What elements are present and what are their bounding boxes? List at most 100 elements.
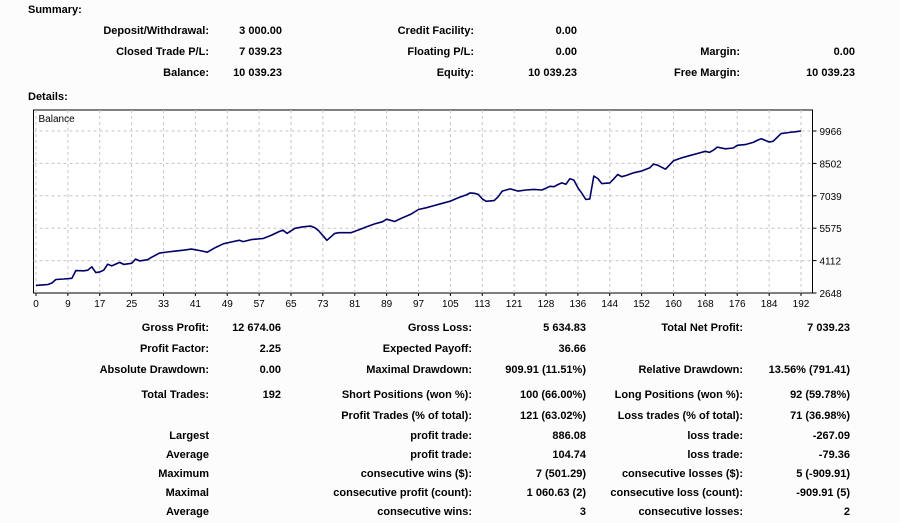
stat-label: Total Trades:	[141, 388, 209, 401]
stat-label: consecutive wins:	[377, 505, 472, 518]
y-tick-label: 7039	[820, 192, 843, 203]
stat-label: Maximum	[158, 467, 209, 480]
stat-label: consecutive losses ($):	[621, 467, 743, 480]
summary-table: Deposit/Withdrawal: 3 000.00 Credit Facili…	[0, 20, 900, 83]
stat-value: 886.08	[552, 429, 586, 442]
stat-label: Absolute Drawdown:	[99, 363, 209, 376]
stat-value: 0.00	[259, 363, 281, 376]
stat-value: 192	[262, 388, 281, 401]
stat-label: Floating P/L:	[407, 45, 474, 58]
x-tick-label: 25	[126, 299, 138, 310]
stat-value: 5 (-909.91)	[796, 467, 850, 480]
stat-label: consecutive loss (count):	[610, 486, 743, 499]
balance-chart-svg: 0 9 17 25 33 41 49 57 65 73 81 89 97 105 113 121 128 136 1…	[33, 109, 843, 310]
stat-value: 3 000.00	[239, 24, 282, 37]
stat-value: 7 039.23	[807, 321, 850, 334]
y-tick-label: 4112	[820, 257, 842, 268]
y-tick-label: 8502	[820, 159, 843, 170]
x-tick-label: 113	[474, 299, 490, 310]
stat-label: consecutive wins ($):	[360, 467, 472, 480]
stat-row: Maximal consecutive profit (count): 1 060.…	[0, 483, 900, 502]
stat-label: Average	[165, 448, 209, 461]
x-tick-label: 89	[381, 299, 393, 310]
x-tick-label: 9	[65, 299, 71, 310]
stat-label: Deposit/Withdrawal:	[103, 24, 209, 37]
y-tick-label: 9966	[820, 127, 843, 138]
x-tick-label: 136	[570, 299, 587, 310]
stat-label: Maximal	[165, 486, 209, 499]
x-tick-label: 121	[506, 299, 523, 310]
x-tick-label: 33	[158, 299, 170, 310]
x-tick-label: 0	[33, 299, 39, 310]
stat-value: 0.00	[555, 24, 577, 37]
balance-chart: 0 9 17 25 33 41 49 57 65 73 81 89 97 105 113 121 128 136 1…	[0, 95, 900, 310]
stat-row: Balance: 10 039.23 Equity: 10 039.23 Free Ma…	[0, 62, 900, 83]
x-tick-label: 192	[793, 299, 810, 310]
stat-value: 2	[843, 505, 850, 518]
stat-value: 10 039.23	[528, 66, 577, 79]
stat-label: Average	[165, 505, 209, 518]
x-tick-label: 128	[538, 299, 555, 310]
balance-line	[35, 130, 802, 287]
stat-value: 104.74	[552, 448, 586, 461]
stat-value: 1 060.63 (2)	[526, 486, 586, 499]
stat-value: 7 (501.29)	[535, 467, 586, 480]
stat-row: Largest profit trade: 886.08 loss trade: -26…	[0, 426, 900, 445]
x-tick-label: 49	[222, 299, 234, 310]
stat-label: Maximal Drawdown:	[366, 363, 472, 376]
stat-value: 121 (63.02%)	[519, 409, 586, 422]
stat-value: 71 (36.98%)	[790, 409, 850, 422]
stat-value: 36.66	[558, 342, 586, 355]
x-tick-label: 57	[254, 299, 266, 310]
stat-label: Long Positions (won %):	[614, 388, 743, 401]
stat-label: Credit Facility:	[397, 24, 474, 37]
chart-series-label: Balance	[39, 114, 76, 125]
stat-label: Profit Trades (% of total):	[341, 409, 472, 422]
stat-label: Total Net Profit:	[661, 321, 743, 334]
stat-label: profit trade:	[410, 448, 472, 461]
stat-label: Profit Factor:	[139, 342, 209, 355]
x-tick-label: 65	[285, 299, 297, 310]
stat-label: loss trade:	[687, 429, 743, 442]
x-tick-label: 168	[697, 299, 714, 310]
x-tick-label: 184	[761, 299, 778, 310]
details-table-trades: Total Trades: 192 Short Positions (won %):…	[0, 384, 900, 426]
x-tick-label: 73	[317, 299, 329, 310]
stat-row: Average profit trade: 104.74 loss trade: -79…	[0, 445, 900, 464]
stat-row: Gross Profit: 12 674.06 Gross Loss: 5 634.8…	[0, 317, 900, 338]
x-tick-label: 97	[413, 299, 425, 310]
stat-row: Absolute Drawdown: 0.00 Maximal Drawdown: 9…	[0, 359, 900, 380]
x-tick-label: 160	[665, 299, 682, 310]
stat-value: 0.00	[555, 45, 577, 58]
stat-row: Maximum consecutive wins ($): 7 (501.29) co…	[0, 464, 900, 483]
x-tick-label: 152	[633, 299, 650, 310]
x-tick-label: 17	[94, 299, 106, 310]
stat-value: 2.25	[259, 342, 281, 355]
stat-value: 13.56% (791.41)	[768, 363, 850, 376]
stat-value: 100 (66.00%)	[519, 388, 586, 401]
x-tick-label: 41	[190, 299, 202, 310]
summary-heading: Summary:	[28, 4, 82, 16]
stat-value: 12 674.06	[232, 321, 281, 334]
x-tick-label: 105	[442, 299, 459, 310]
stat-row: Profit Trades (% of total): 121 (63.02%) L…	[0, 405, 900, 426]
stat-value: -79.36	[818, 448, 850, 461]
stat-row: Profit Factor: 2.25 Expected Payoff: 36.66	[0, 338, 900, 359]
details-table-profit: Gross Profit: 12 674.06 Gross Loss: 5 634.8…	[0, 317, 900, 380]
stat-row: Closed Trade P/L: 7 039.23 Floating P/L: 0.…	[0, 41, 900, 62]
stat-label: loss trade:	[687, 448, 743, 461]
stat-label: Short Positions (won %):	[341, 388, 472, 401]
x-tick-label: 176	[729, 299, 746, 310]
y-tick-label: 5575	[820, 224, 843, 235]
stat-label: Relative Drawdown:	[638, 363, 743, 376]
stat-value: 0.00	[833, 45, 855, 58]
stat-label: Expected Payoff:	[382, 342, 472, 355]
stat-label: consecutive profit (count):	[333, 486, 472, 499]
stat-value: -909.91 (5)	[796, 486, 850, 499]
stat-label: Largest	[169, 429, 209, 442]
stat-row: Average consecutive wins: 3 consecutive los…	[0, 502, 900, 521]
details-table-extremes: Largest profit trade: 886.08 loss trade: -26…	[0, 426, 900, 521]
stat-value: 92 (59.78%)	[790, 388, 850, 401]
stat-value: 10 039.23	[806, 66, 855, 79]
stat-label: Gross Loss:	[407, 321, 472, 334]
